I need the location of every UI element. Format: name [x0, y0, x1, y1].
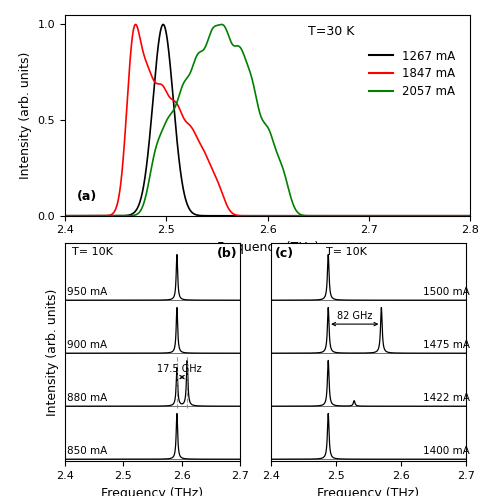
Text: 900 mA: 900 mA — [67, 340, 107, 350]
Text: 880 mA: 880 mA — [67, 393, 107, 403]
Text: (b): (b) — [217, 248, 238, 260]
Text: 1475 mA: 1475 mA — [423, 340, 470, 350]
X-axis label: Frequency (THz): Frequency (THz) — [101, 487, 204, 496]
Y-axis label: Intensity (arb. units): Intensity (arb. units) — [19, 52, 32, 179]
Text: 1500 mA: 1500 mA — [423, 287, 470, 297]
Text: 850 mA: 850 mA — [67, 446, 107, 456]
Text: 82 GHz: 82 GHz — [337, 311, 372, 321]
Text: 1400 mA: 1400 mA — [423, 446, 470, 456]
Text: 1422 mA: 1422 mA — [423, 393, 470, 403]
Text: T=30 K: T=30 K — [308, 25, 355, 38]
Text: T= 10K: T= 10K — [325, 248, 367, 257]
Text: 950 mA: 950 mA — [67, 287, 107, 297]
Text: (c): (c) — [275, 248, 294, 260]
Text: (a): (a) — [77, 189, 97, 203]
Legend: 1267 mA, 1847 mA, 2057 mA: 1267 mA, 1847 mA, 2057 mA — [365, 45, 460, 103]
X-axis label: Frequency (THz): Frequency (THz) — [317, 487, 420, 496]
Y-axis label: Intensity (arb. units): Intensity (arb. units) — [46, 289, 59, 416]
Text: 17.5 GHz: 17.5 GHz — [157, 364, 202, 374]
X-axis label: Frequency (THz): Frequency (THz) — [216, 241, 319, 254]
Text: T= 10K: T= 10K — [72, 248, 113, 257]
